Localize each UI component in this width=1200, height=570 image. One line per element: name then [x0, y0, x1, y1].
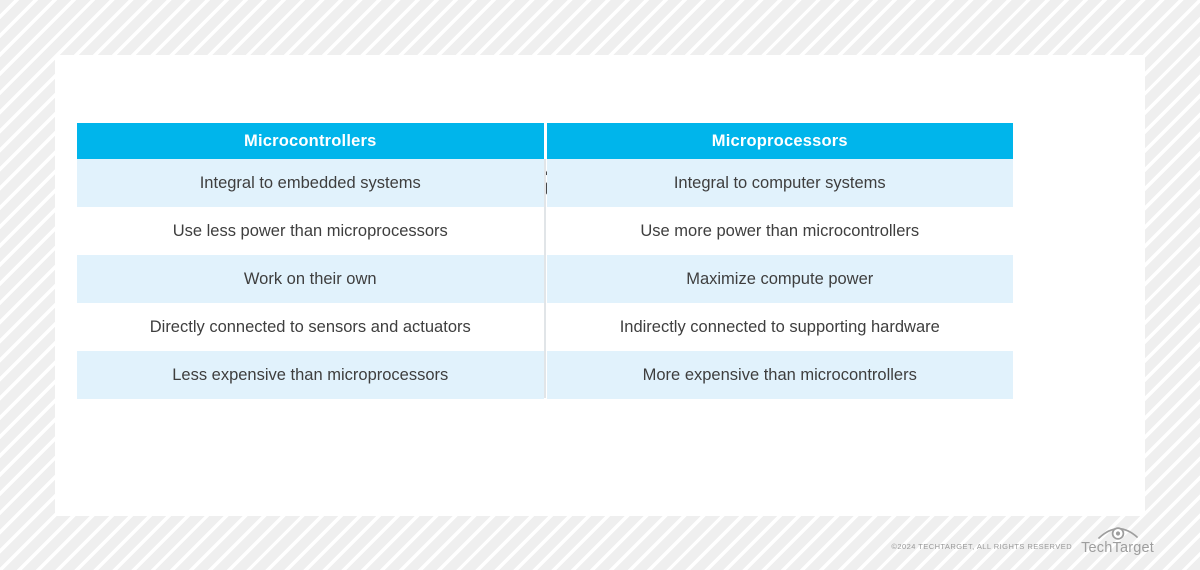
table-cell: Work on their own: [77, 255, 544, 303]
comparison-table: Microcontrollers Microprocessors Integra…: [77, 123, 1013, 399]
techtarget-logo: TechTarget: [1081, 522, 1154, 556]
table-cell: Directly connected to sensors and actuat…: [77, 303, 544, 351]
table-cell: Integral to computer systems: [546, 159, 1013, 207]
table-row: Use less power than microprocessors Use …: [77, 207, 1013, 255]
table-cell: More expensive than microcontrollers: [546, 351, 1013, 399]
techtarget-eye-icon: [1097, 527, 1138, 540]
table-cell: Maximize compute power: [546, 255, 1013, 303]
column-header-microprocessors: Microprocessors: [546, 123, 1013, 159]
copyright-text: ©2024 TECHTARGET, ALL RIGHTS RESERVED: [891, 542, 1073, 551]
brand-name: TechTarget: [1081, 540, 1154, 556]
table-cell: Integral to embedded systems: [77, 159, 544, 207]
table-body: Integral to embedded systems Integral to…: [77, 159, 1013, 399]
table-header-row: Microcontrollers Microprocessors: [77, 123, 1013, 159]
table-row: Directly connected to sensors and actuat…: [77, 303, 1013, 351]
table-cell: Use less power than microprocessors: [77, 207, 544, 255]
table-row: Integral to embedded systems Integral to…: [77, 159, 1013, 207]
table-cell: Use more power than microcontrollers: [546, 207, 1013, 255]
footer: ©2024 TECHTARGET, ALL RIGHTS RESERVED Te…: [891, 522, 1154, 556]
column-header-microcontrollers: Microcontrollers: [77, 123, 544, 159]
table-cell: Less expensive than microprocessors: [77, 351, 544, 399]
table-row: Work on their own Maximize compute power: [77, 255, 1013, 303]
table-cell: Indirectly connected to supporting hardw…: [546, 303, 1013, 351]
table-row: Less expensive than microprocessors More…: [77, 351, 1013, 399]
